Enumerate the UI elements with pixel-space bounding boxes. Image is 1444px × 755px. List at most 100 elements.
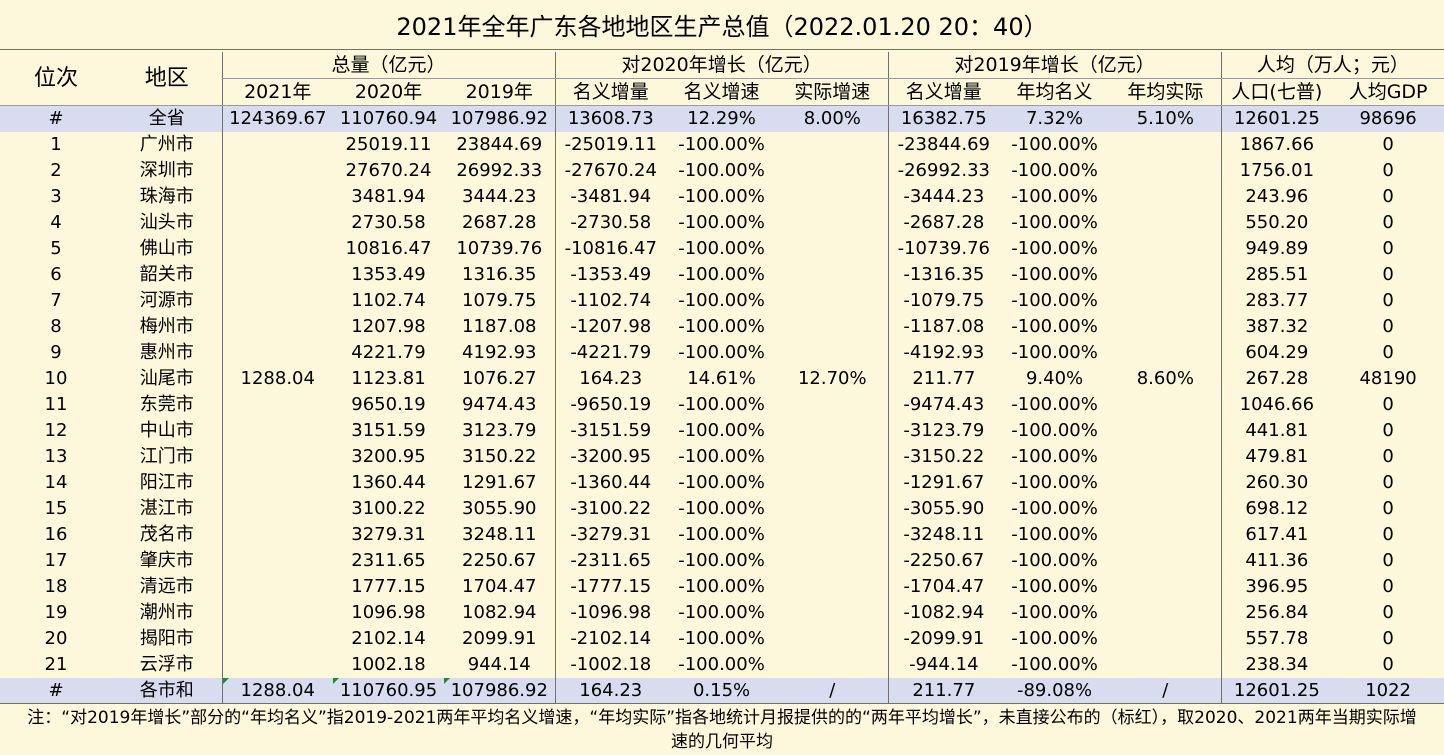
cell-gdp-2019[interactable]: 3123.79: [444, 418, 556, 444]
cell-rank[interactable]: 20: [0, 626, 112, 652]
cell-gdp-2021[interactable]: [221, 184, 333, 210]
cell-vs2020-nominal-rate[interactable]: -100.00%: [666, 548, 778, 574]
cell-vs2020-real-rate[interactable]: 12.70%: [777, 366, 889, 392]
cell-vs2020-real-rate[interactable]: /: [777, 678, 889, 704]
cell-population[interactable]: 283.77: [1220, 288, 1333, 314]
cell-gdp-2019[interactable]: 1187.08: [444, 314, 556, 340]
cell-rank[interactable]: 21: [0, 652, 112, 678]
cell-gdp-per-capita[interactable]: 0: [1332, 392, 1444, 418]
cell-gdp-2021[interactable]: [221, 522, 333, 548]
cell-gdp-2020[interactable]: 4221.79: [333, 340, 444, 366]
cell-gdp-2019[interactable]: 3444.23: [444, 184, 556, 210]
cell-gdp-2020[interactable]: 1777.15: [333, 574, 444, 600]
cell-population[interactable]: 604.29: [1220, 340, 1333, 366]
cell-gdp-2021[interactable]: [221, 496, 333, 522]
cell-gdp-2020[interactable]: 3151.59: [333, 418, 444, 444]
cell-region[interactable]: 各市和: [112, 678, 222, 704]
cell-vs2019-avg-nominal[interactable]: -100.00%: [999, 262, 1111, 288]
cell-vs2019-avg-nominal[interactable]: -100.00%: [999, 522, 1111, 548]
cell-vs2019-avg-real[interactable]: [1110, 522, 1222, 548]
cell-population[interactable]: 479.81: [1220, 444, 1333, 470]
cell-vs2019-nominal-incr[interactable]: -23844.69: [887, 132, 1000, 158]
cell-gdp-2021[interactable]: [221, 470, 333, 496]
cell-region[interactable]: 广州市: [112, 132, 222, 158]
cell-gdp-2020[interactable]: 110760.94: [333, 105, 444, 132]
cell-gdp-2021[interactable]: [221, 392, 333, 418]
cell-vs2019-avg-real[interactable]: /: [1110, 678, 1222, 704]
cell-rank[interactable]: 10: [0, 366, 112, 392]
cell-gdp-2019[interactable]: 1704.47: [444, 574, 556, 600]
cell-population[interactable]: 267.28: [1220, 366, 1333, 392]
cell-population[interactable]: 557.78: [1220, 626, 1333, 652]
cell-gdp-per-capita[interactable]: 98696: [1332, 105, 1444, 132]
cell-gdp-per-capita[interactable]: 0: [1332, 236, 1444, 262]
cell-region[interactable]: 江门市: [112, 444, 222, 470]
cell-vs2019-nominal-incr[interactable]: -1082.94: [887, 600, 1000, 626]
cell-vs2020-nominal-rate[interactable]: -100.00%: [666, 652, 778, 678]
cell-vs2019-avg-real[interactable]: [1110, 548, 1222, 574]
cell-vs2020-nominal-rate[interactable]: -100.00%: [666, 314, 778, 340]
cell-rank[interactable]: 8: [0, 314, 112, 340]
cell-vs2020-nominal-incr[interactable]: -27670.24: [554, 158, 667, 184]
cell-gdp-2021[interactable]: [221, 340, 333, 366]
cell-population[interactable]: 698.12: [1220, 496, 1333, 522]
cell-vs2020-real-rate[interactable]: 8.00%: [777, 105, 889, 132]
cell-vs2020-real-rate[interactable]: [777, 652, 889, 678]
cell-gdp-2019[interactable]: 1316.35: [444, 262, 556, 288]
cell-rank[interactable]: 4: [0, 210, 112, 236]
cell-vs2020-real-rate[interactable]: [777, 340, 889, 366]
cell-gdp-2020[interactable]: 1102.74: [333, 288, 444, 314]
cell-vs2019-avg-nominal[interactable]: -100.00%: [999, 418, 1111, 444]
cell-population[interactable]: 396.95: [1220, 574, 1333, 600]
cell-region[interactable]: 揭阳市: [112, 626, 222, 652]
cell-vs2019-avg-real[interactable]: [1110, 262, 1222, 288]
cell-gdp-per-capita[interactable]: 0: [1332, 210, 1444, 236]
cell-vs2019-nominal-incr[interactable]: -3055.90: [887, 496, 1000, 522]
cell-vs2019-avg-real[interactable]: [1110, 314, 1222, 340]
cell-vs2020-real-rate[interactable]: [777, 210, 889, 236]
cell-vs2020-nominal-incr[interactable]: 164.23: [554, 366, 667, 392]
cell-gdp-2021[interactable]: [221, 444, 333, 470]
cell-gdp-2020[interactable]: 3200.95: [333, 444, 444, 470]
cell-vs2020-real-rate[interactable]: [777, 522, 889, 548]
cell-gdp-2019[interactable]: 2099.91: [444, 626, 556, 652]
cell-gdp-2019[interactable]: 23844.69: [444, 132, 556, 158]
cell-population[interactable]: 550.20: [1220, 210, 1333, 236]
cell-gdp-2020[interactable]: 27670.24: [333, 158, 444, 184]
cell-gdp-2021[interactable]: [221, 418, 333, 444]
cell-vs2020-nominal-incr[interactable]: 164.23: [554, 678, 667, 704]
cell-vs2020-real-rate[interactable]: [777, 262, 889, 288]
cell-rank[interactable]: 19: [0, 600, 112, 626]
cell-gdp-2020[interactable]: 1360.44: [333, 470, 444, 496]
cell-vs2020-nominal-rate[interactable]: -100.00%: [666, 158, 778, 184]
cell-gdp-per-capita[interactable]: 0: [1332, 652, 1444, 678]
cell-population[interactable]: 1046.66: [1220, 392, 1333, 418]
cell-vs2020-nominal-rate[interactable]: -100.00%: [666, 132, 778, 158]
cell-gdp-2020[interactable]: 2102.14: [333, 626, 444, 652]
cell-population[interactable]: 243.96: [1220, 184, 1333, 210]
cell-vs2020-nominal-rate[interactable]: -100.00%: [666, 496, 778, 522]
cell-vs2019-avg-nominal[interactable]: -100.00%: [999, 340, 1111, 366]
cell-vs2019-avg-real[interactable]: [1110, 470, 1222, 496]
cell-vs2019-nominal-incr[interactable]: -3123.79: [887, 418, 1000, 444]
cell-vs2019-nominal-incr[interactable]: -944.14: [887, 652, 1000, 678]
cell-vs2020-nominal-incr[interactable]: -3481.94: [554, 184, 667, 210]
cell-vs2020-real-rate[interactable]: [777, 626, 889, 652]
cell-vs2019-nominal-incr[interactable]: -1187.08: [887, 314, 1000, 340]
cell-vs2019-avg-real[interactable]: [1110, 444, 1222, 470]
cell-vs2020-nominal-rate[interactable]: -100.00%: [666, 600, 778, 626]
cell-vs2019-avg-nominal[interactable]: -100.00%: [999, 236, 1111, 262]
cell-vs2019-avg-nominal[interactable]: -100.00%: [999, 184, 1111, 210]
cell-vs2019-avg-real[interactable]: [1110, 132, 1222, 158]
cell-gdp-2021[interactable]: [221, 236, 333, 262]
cell-gdp-2021[interactable]: [221, 158, 333, 184]
cell-population[interactable]: 12601.25: [1220, 105, 1333, 132]
cell-gdp-per-capita[interactable]: 0: [1332, 600, 1444, 626]
cell-vs2020-nominal-incr[interactable]: 13608.73: [554, 105, 667, 132]
cell-gdp-2021[interactable]: [221, 132, 333, 158]
cell-vs2020-nominal-incr[interactable]: -4221.79: [554, 340, 667, 366]
cell-region[interactable]: 东莞市: [112, 392, 222, 418]
cell-region[interactable]: 潮州市: [112, 600, 222, 626]
cell-region[interactable]: 肇庆市: [112, 548, 222, 574]
cell-vs2020-real-rate[interactable]: [777, 158, 889, 184]
